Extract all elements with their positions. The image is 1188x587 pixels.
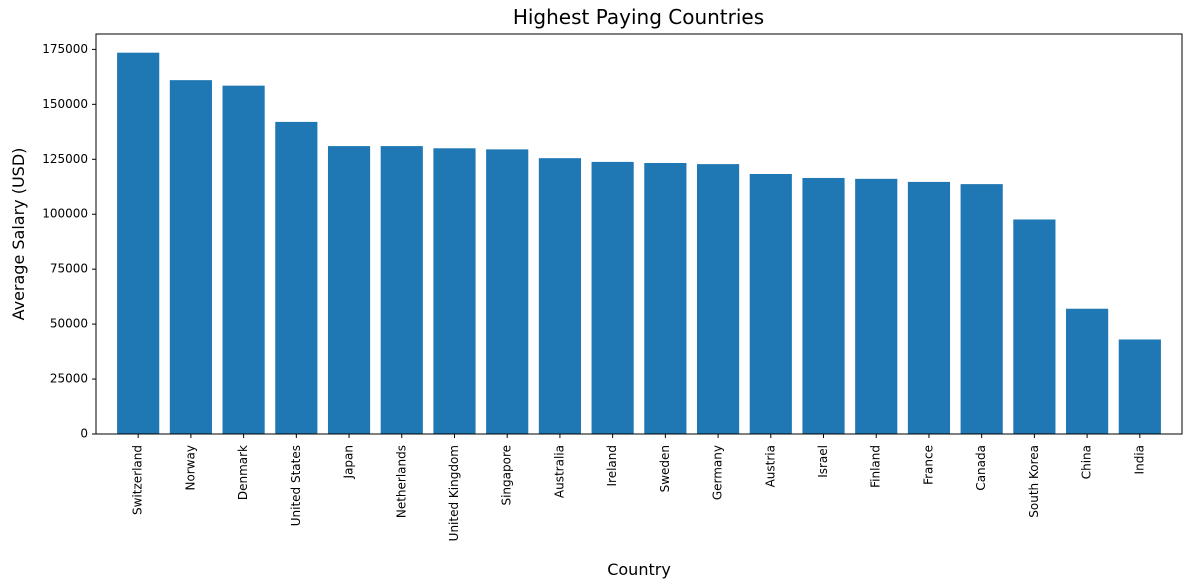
bar-finland [855,178,898,434]
y-tick-label: 100000 [42,207,88,221]
chart-title: Highest Paying Countries [513,5,764,29]
y-tick-label: 150000 [42,97,88,111]
bar-ireland [591,161,634,434]
x-tick-label: India [1132,445,1146,474]
y-axis-label: Average Salary (USD) [9,148,28,321]
x-tick-label: Austria [763,445,777,487]
bar-sweden [644,163,687,434]
x-tick-label: South Korea [1027,445,1041,518]
x-tick-label: Germany [711,445,725,500]
x-axis-label: Country [607,560,671,579]
y-tick-label: 25000 [50,372,88,386]
x-tick-label: Switzerland [131,445,145,515]
x-tick-label: Singapore [500,445,514,506]
y-tick-label: 175000 [42,42,88,56]
x-tick-label: Netherlands [394,445,408,518]
bar-austria [749,174,792,434]
y-tick-label: 50000 [50,317,88,331]
x-tick-label: Israel [816,445,830,478]
x-tick-label: United States [289,445,303,526]
x-tick-label: Finland [869,445,883,488]
y-tick-label: 75000 [50,262,88,276]
bar-netherlands [380,146,423,434]
y-tick-label: 125000 [42,152,88,166]
x-tick-label: United Kingdom [447,445,461,541]
bar-canada [960,184,1003,434]
x-tick-label: France [921,445,935,485]
y-axis: 0 25000 50000 75000 100000 125000 150000 175000 [42,42,96,441]
bar-switzerland [117,52,160,435]
x-tick-label: Japan [342,445,356,479]
x-tick-label: Sweden [658,445,672,492]
x-tick-label: Denmark [236,445,250,500]
bar-south-korea [1013,219,1056,434]
bar-france [907,181,951,434]
bars-layer [117,52,1161,435]
bar-australia [538,158,581,434]
x-tick-label: China [1080,445,1094,479]
plot-frame [95,33,1183,435]
bar-india [1118,339,1161,434]
bar-china [1066,308,1109,434]
bar-japan [327,146,371,434]
bar-denmark [222,85,265,435]
x-axis: Switzerland Norway Denmark United States Jap… [131,434,1146,541]
bar-israel [802,177,845,434]
bar-germany [696,164,740,435]
x-tick-label: Norway [183,445,197,491]
x-tick-label: Australia [552,445,566,498]
bar-singapore [486,149,529,434]
x-tick-label: Canada [974,445,988,491]
y-tick-label: 0 [80,427,88,441]
bar-norway [169,80,212,435]
bar-united-states [275,121,318,434]
bar-united-kingdom [433,148,476,435]
x-tick-label: Ireland [605,445,619,487]
